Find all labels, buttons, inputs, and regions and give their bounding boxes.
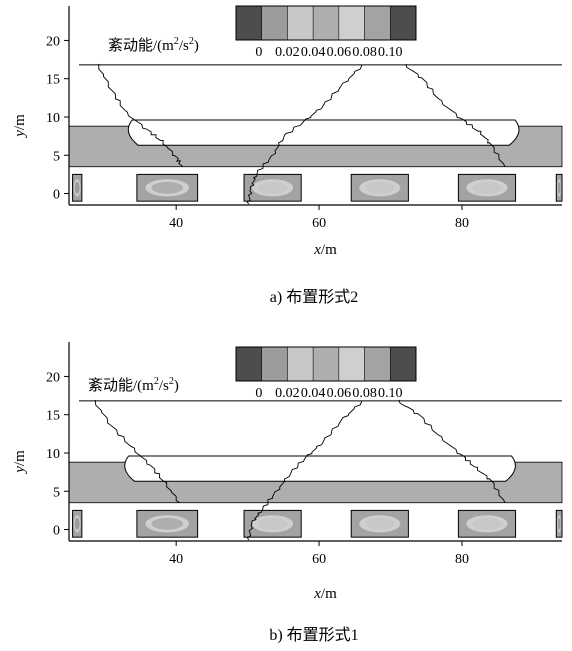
wake-zone [72, 173, 83, 202]
wake-zone-core [257, 181, 288, 194]
wake-zone [243, 173, 302, 202]
panel-caption: a) 布置形式2 [270, 288, 358, 306]
panel-a: 40 60 80 0 5 10 15 20 x/m y/m 0 0.02 0.04 0.06 0.08 0.1… [12, 5, 563, 306]
wake-zone-core [557, 181, 561, 194]
wake-zone [555, 173, 563, 202]
wake-zone [136, 509, 199, 538]
x-tick-label: 40 [169, 216, 183, 231]
wake-zone [555, 509, 563, 538]
panel-caption: b) 布置形式1 [269, 626, 358, 644]
colorbar-tick-label: 0.02 [275, 45, 300, 60]
wake-zone [457, 509, 517, 538]
colorbar-swatch [390, 5, 417, 41]
y-tick-label: 5 [53, 149, 60, 164]
wake-zone [350, 509, 409, 538]
wake-zone-core [364, 181, 395, 194]
colorbar-frame [235, 5, 417, 41]
x-tick-label: 60 [312, 216, 326, 231]
y-tick-label: 10 [46, 111, 60, 126]
wave-front [398, 399, 506, 503]
colorbar-tick-label: 0.06 [327, 45, 352, 60]
wake-zone [72, 509, 83, 538]
y-tick-label: 15 [46, 73, 60, 88]
colorbar-tick-label: 0.08 [352, 386, 377, 401]
colorbar-swatch [390, 346, 417, 382]
colorbar-tick-label: 0.04 [301, 45, 326, 60]
y-tick-label: 15 [46, 409, 60, 424]
x-axis-label: x/m [313, 586, 337, 602]
colorbar-swatch [364, 5, 391, 41]
wake-zone-core [257, 517, 288, 530]
wave-front [98, 63, 183, 167]
wake-zone-core [472, 517, 502, 530]
colorbar-swatch [312, 5, 340, 41]
y-tick-label: 5 [53, 485, 60, 500]
wake-zone [243, 509, 302, 538]
colorbar-tick-label: 0.06 [327, 386, 352, 401]
wake-zone-core [74, 181, 80, 194]
colorbar-swatch [364, 346, 391, 382]
y-axis-label: y/m [12, 114, 28, 139]
colorbar-swatch [287, 346, 314, 382]
colorbar-swatch [287, 5, 314, 41]
panel-b: 40 60 80 0 5 10 15 20 x/m y/m 0 0.02 0.04 0.06 0.08 0.1… [12, 342, 563, 644]
colorbar-swatch [261, 346, 288, 382]
wave-front [246, 400, 363, 541]
wake-zone-core [557, 517, 561, 530]
y-tick-label: 0 [53, 188, 60, 203]
colorbar-tick-label: 0 [255, 386, 262, 401]
colorbar-swatch [235, 5, 262, 41]
colorbar-tick-label: 0.10 [378, 386, 403, 401]
colorbar-tick-label: 0.08 [352, 45, 377, 60]
y-tick-label: 20 [46, 34, 60, 49]
colorbar-tick-label: 0.10 [378, 45, 403, 60]
wake-zone [136, 173, 199, 202]
x-tick-label: 80 [455, 216, 469, 231]
wake-zone-core [74, 517, 80, 530]
y-tick-label: 0 [53, 524, 60, 539]
y-tick-label: 20 [46, 370, 60, 385]
colorbar-swatch [312, 346, 340, 382]
wave-front [405, 63, 506, 167]
wake-zone-core [472, 181, 502, 194]
colorbar-tick-label: 0.04 [301, 386, 326, 401]
wave-front [94, 399, 180, 504]
y-axis-label: y/m [12, 450, 28, 475]
colorbar-swatch [235, 346, 262, 382]
wake-zone-core [151, 517, 184, 530]
wave-front [246, 64, 363, 205]
colorbar-label: 紊动能/(m2/s2) [108, 36, 199, 54]
wake-zone-core [364, 517, 395, 530]
colorbar-swatch [338, 5, 365, 41]
colorbar-tick-label: 0 [255, 45, 262, 60]
colorbar-frame [235, 346, 417, 382]
ship-hull [124, 455, 516, 482]
wake-zone [457, 173, 517, 202]
x-tick-label: 40 [169, 552, 183, 567]
x-axis-label: x/m [313, 242, 337, 258]
y-tick-label: 10 [46, 447, 60, 462]
colorbar-swatch [261, 5, 288, 41]
wake-zone-core [151, 181, 184, 194]
colorbar-swatch [338, 346, 365, 382]
x-tick-label: 80 [455, 552, 469, 567]
colorbar-label: 紊动能/(m2/s2) [88, 376, 179, 394]
colorbar-tick-label: 0.02 [275, 386, 300, 401]
x-tick-label: 60 [312, 552, 326, 567]
ship-hull [127, 119, 520, 146]
wake-zone [350, 173, 409, 202]
